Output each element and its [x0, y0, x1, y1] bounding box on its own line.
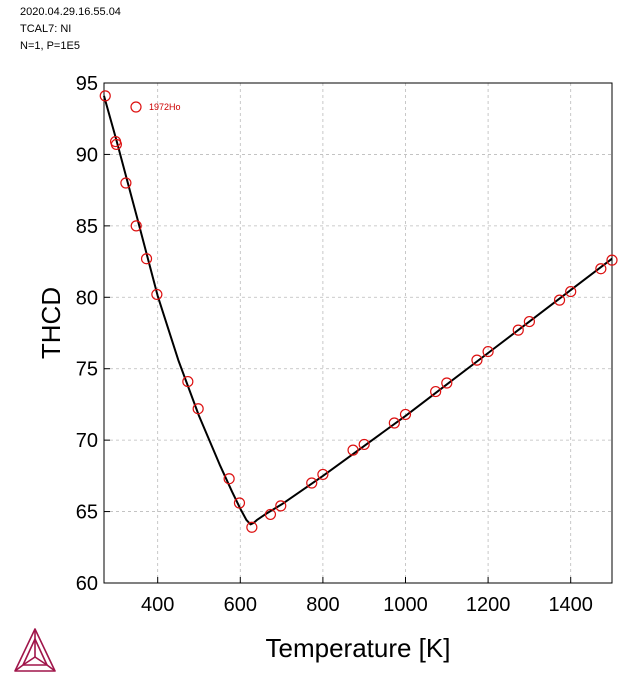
data-point-marker: [120, 177, 132, 189]
data-point-marker: [264, 508, 277, 521]
x-tick-label: 1200: [466, 594, 511, 616]
data-point-marker: [482, 345, 494, 358]
data-point-marker: [595, 263, 607, 275]
y-axis-ticks: 60 65 70 75 80 85 90 95: [76, 73, 110, 595]
data-point-marker: [430, 385, 442, 398]
conditions-label: N=1, P=1E5: [20, 40, 80, 52]
data-point-marker: [246, 521, 258, 533]
data-point-marker: [358, 438, 370, 451]
data-point-marker: [99, 90, 111, 102]
y-tick-label: 85: [76, 216, 98, 238]
x-tick-label: 400: [141, 594, 174, 616]
data-point-marker: [512, 324, 524, 336]
x-tick-label: 600: [224, 594, 257, 616]
data-point-marker: [182, 375, 194, 388]
data-point-marker: [317, 468, 329, 481]
data-point-marker: [565, 285, 577, 298]
legend-marker: [130, 101, 142, 113]
data-point-marker: [347, 444, 359, 456]
y-tick-label: 65: [76, 502, 98, 524]
data-point-marker: [110, 138, 122, 151]
fitted-curve-line: [103, 95, 613, 526]
x-tick-label: 1400: [548, 594, 593, 616]
data-point-marker: [471, 354, 483, 366]
thermo-calc-logo-icon: [14, 628, 56, 672]
series-layer: [99, 90, 618, 533]
y-tick-label: 75: [76, 359, 98, 381]
y-tick-label: 95: [76, 73, 98, 95]
data-point-marker: [553, 294, 566, 306]
data-point-marker: [441, 377, 453, 389]
y-tick-label: 90: [76, 144, 98, 166]
y-tick-label: 70: [76, 430, 98, 452]
data-point-marker: [275, 500, 287, 512]
y-tick-label: 80: [76, 287, 98, 309]
data-point-marker: [523, 315, 535, 328]
data-point-marker: [192, 403, 204, 415]
data-point-marker: [606, 254, 618, 266]
x-tick-label: 1000: [383, 594, 428, 616]
data-point-marker: [306, 477, 318, 489]
data-point-marker: [130, 220, 142, 232]
grid-lines: [104, 83, 612, 583]
database-label: TCAL7: NI: [20, 23, 72, 35]
timestamp-label: 2020.04.29.16.55.04: [20, 6, 121, 18]
data-point-marker: [151, 288, 163, 301]
legend-label: 1972Ho: [149, 102, 181, 112]
data-point-marker: [399, 408, 412, 421]
data-point-marker: [140, 253, 153, 265]
data-point-marker: [388, 417, 400, 429]
header-info: 2020.04.29.16.55.04 TCAL7: NI N=1, P=1E5: [20, 4, 121, 55]
plot-frame: [103, 82, 613, 584]
x-axis-ticks: 400 600 800 1000 1200 1400: [141, 577, 593, 616]
y-tick-label: 60: [76, 573, 98, 595]
legend: 1972Ho: [130, 101, 181, 113]
x-tick-label: 800: [306, 594, 339, 616]
data-point-marker: [233, 497, 246, 509]
data-point-marker: [223, 473, 235, 485]
y-axis-title: THCD: [36, 287, 66, 359]
x-axis-title: Temperature [K]: [266, 633, 451, 663]
